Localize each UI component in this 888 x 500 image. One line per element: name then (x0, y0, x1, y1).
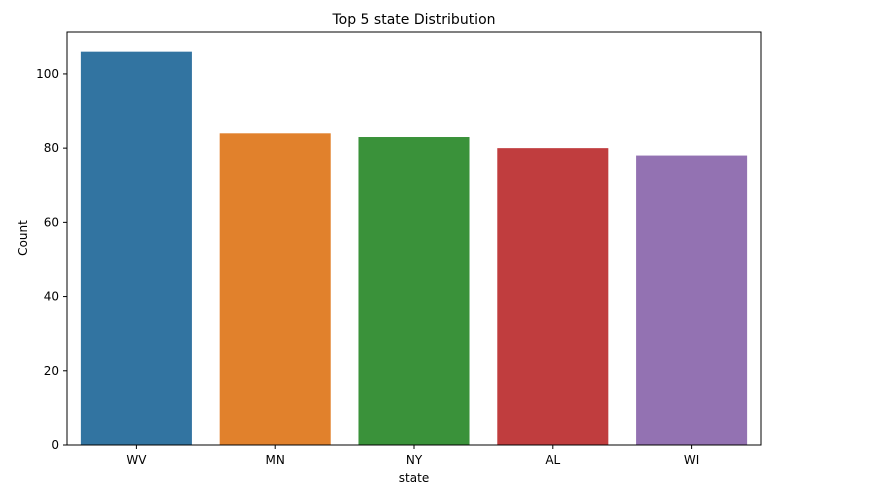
x-axis-label: state (399, 471, 429, 485)
x-axis: WV MN NY AL WI (126, 445, 699, 467)
x-tick-label: AL (545, 453, 560, 467)
y-tick-label: 20 (44, 364, 59, 378)
x-tick-label: MN (266, 453, 285, 467)
chart-title: Top 5 state Distribution (331, 12, 495, 28)
bars-layer (80, 51, 748, 446)
x-tick-label: WV (126, 453, 147, 467)
y-tick-label: 80 (44, 141, 59, 155)
y-axis-label: Count (16, 220, 30, 256)
bar-mn (219, 133, 331, 445)
y-tick-label: 100 (36, 67, 59, 81)
y-tick-label: 60 (44, 215, 59, 229)
bar-al (497, 148, 609, 445)
y-tick-label: 40 (44, 290, 59, 304)
y-axis: 0 20 40 60 80 100 (36, 67, 67, 452)
x-tick-label: NY (406, 453, 423, 467)
y-tick-label: 0 (51, 438, 59, 452)
x-tick-label: WI (684, 453, 699, 467)
bar-ny (358, 137, 470, 445)
bar-wv (80, 51, 192, 446)
plot-frame (66, 31, 762, 446)
bar-wi (636, 155, 748, 445)
